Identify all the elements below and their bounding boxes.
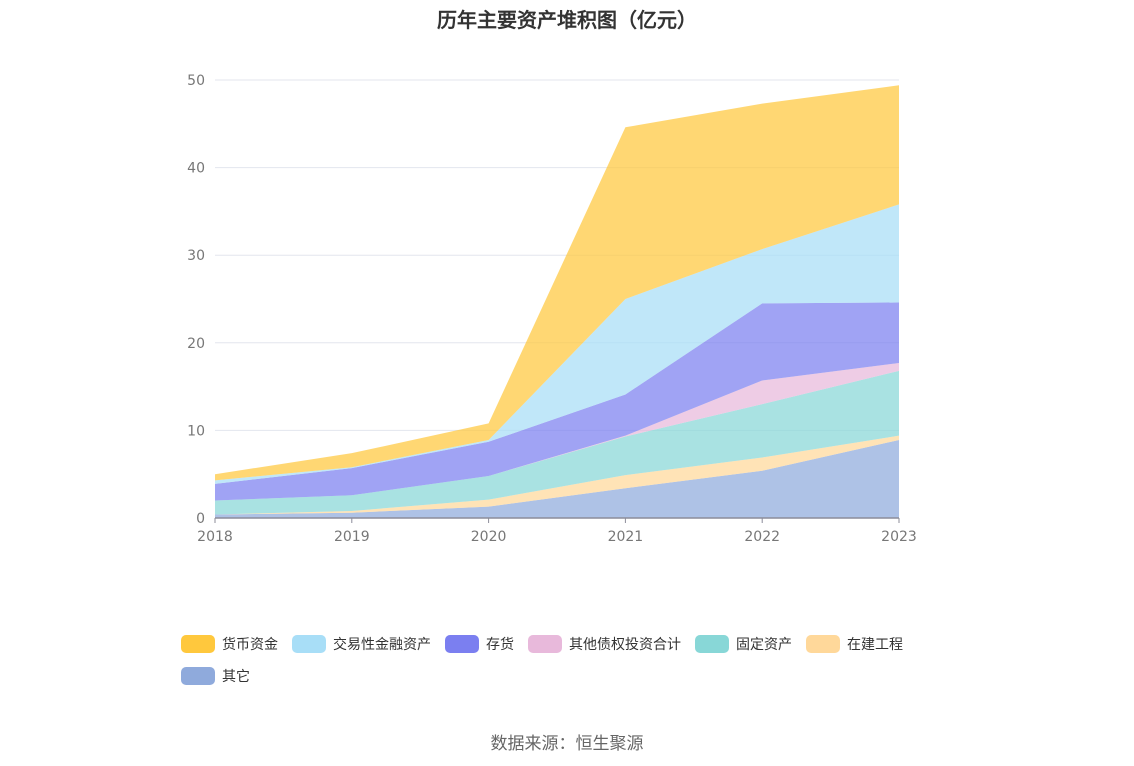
area-series (215, 204, 899, 484)
area-series (215, 85, 899, 481)
x-tick-label: 2019 (334, 529, 370, 545)
legend-label: 固定资产 (736, 637, 792, 653)
y-tick-label: 30 (187, 248, 205, 264)
legend-swatch (445, 635, 479, 653)
legend-label: 货币资金 (222, 637, 278, 653)
chart-legend: 货币资金 交易性金融资产 存货 其他债权投资合计 固定资产 在建工程其它 (181, 632, 981, 696)
legend-label: 交易性金融资产 (333, 637, 431, 653)
y-tick-label: 0 (196, 511, 205, 527)
legend-label: 其它 (222, 669, 250, 685)
legend-item[interactable]: 固定资产 (695, 632, 792, 656)
stacked-area-chart: 0 10 20 30 40 50 2018 2019 2020 2021 2022 2023 (187, 73, 917, 545)
x-tick-label: 2023 (881, 529, 917, 545)
legend-swatch (181, 635, 215, 653)
legend-swatch (292, 635, 326, 653)
y-tick-label: 20 (187, 336, 205, 352)
legend-item[interactable]: 其它 (181, 664, 250, 688)
legend-swatch (528, 635, 562, 653)
legend-swatch (806, 635, 840, 653)
legend-item[interactable]: 货币资金 (181, 632, 278, 656)
x-tick-label: 2018 (197, 529, 233, 545)
y-tick-label: 50 (187, 73, 205, 89)
legend-swatch (181, 667, 215, 685)
x-tick-label: 2021 (608, 529, 644, 545)
x-tick-label: 2020 (471, 529, 507, 545)
y-tick-label: 40 (187, 161, 205, 177)
legend-item[interactable]: 交易性金融资产 (292, 632, 431, 656)
legend-item[interactable]: 存货 (445, 632, 514, 656)
legend-item[interactable]: 在建工程 (806, 632, 903, 656)
legend-label: 存货 (486, 637, 514, 653)
area-series (215, 362, 899, 501)
chart-title: 历年主要资产堆积图（亿元） (437, 8, 697, 32)
legend-label: 其他债权投资合计 (569, 637, 681, 653)
legend-swatch (695, 635, 729, 653)
legend-label: 在建工程 (847, 637, 903, 653)
area-series (215, 302, 899, 501)
area-series (215, 440, 899, 518)
data-source: 数据来源：恒生聚源 (490, 734, 644, 754)
area-series (215, 370, 899, 515)
y-tick-label: 10 (187, 423, 205, 439)
x-tick-label: 2022 (744, 529, 780, 545)
legend-item[interactable]: 其他债权投资合计 (528, 632, 681, 656)
